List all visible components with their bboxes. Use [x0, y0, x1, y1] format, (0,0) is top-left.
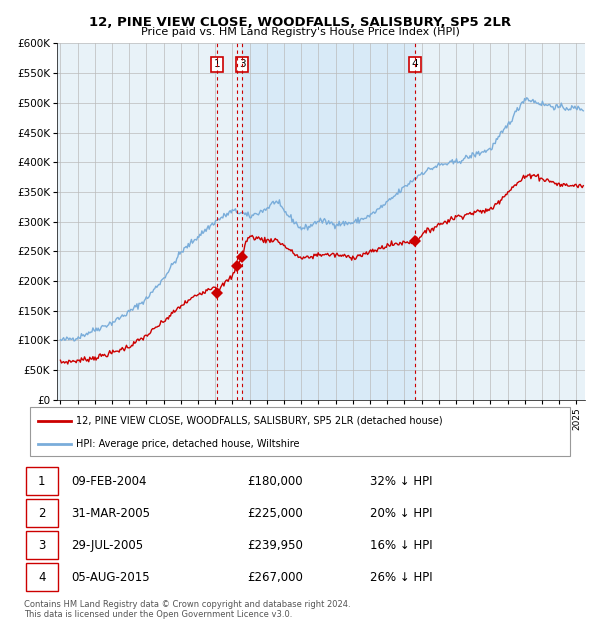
Text: 12, PINE VIEW CLOSE, WOODFALLS, SALISBURY, SP5 2LR (detached house): 12, PINE VIEW CLOSE, WOODFALLS, SALISBUR… — [76, 416, 443, 426]
Text: 4: 4 — [38, 570, 46, 583]
Text: 29-JUL-2005: 29-JUL-2005 — [71, 539, 143, 552]
Text: Price paid vs. HM Land Registry's House Price Index (HPI): Price paid vs. HM Land Registry's House … — [140, 27, 460, 37]
Text: £180,000: £180,000 — [247, 475, 303, 488]
Bar — [242, 43, 415, 400]
Text: £267,000: £267,000 — [247, 570, 303, 583]
Text: 4: 4 — [412, 59, 418, 69]
FancyBboxPatch shape — [26, 499, 58, 527]
Text: 16% ↓ HPI: 16% ↓ HPI — [370, 539, 433, 552]
Text: 20% ↓ HPI: 20% ↓ HPI — [370, 507, 433, 520]
FancyBboxPatch shape — [26, 563, 58, 591]
Text: £239,950: £239,950 — [247, 539, 303, 552]
Text: 05-AUG-2015: 05-AUG-2015 — [71, 570, 150, 583]
FancyBboxPatch shape — [26, 467, 58, 495]
Text: 09-FEB-2004: 09-FEB-2004 — [71, 475, 147, 488]
Text: 26% ↓ HPI: 26% ↓ HPI — [370, 570, 433, 583]
Text: 3: 3 — [239, 59, 246, 69]
Text: £225,000: £225,000 — [247, 507, 303, 520]
Text: 32% ↓ HPI: 32% ↓ HPI — [370, 475, 433, 488]
FancyBboxPatch shape — [26, 531, 58, 559]
Text: HPI: Average price, detached house, Wiltshire: HPI: Average price, detached house, Wilt… — [76, 438, 299, 449]
Text: 2: 2 — [38, 507, 46, 520]
Text: 31-MAR-2005: 31-MAR-2005 — [71, 507, 151, 520]
Text: 1: 1 — [38, 475, 46, 488]
Text: 12, PINE VIEW CLOSE, WOODFALLS, SALISBURY, SP5 2LR: 12, PINE VIEW CLOSE, WOODFALLS, SALISBUR… — [89, 16, 511, 29]
Text: Contains HM Land Registry data © Crown copyright and database right 2024.
This d: Contains HM Land Registry data © Crown c… — [24, 600, 350, 619]
Text: 3: 3 — [38, 539, 46, 552]
Text: 1: 1 — [214, 59, 220, 69]
